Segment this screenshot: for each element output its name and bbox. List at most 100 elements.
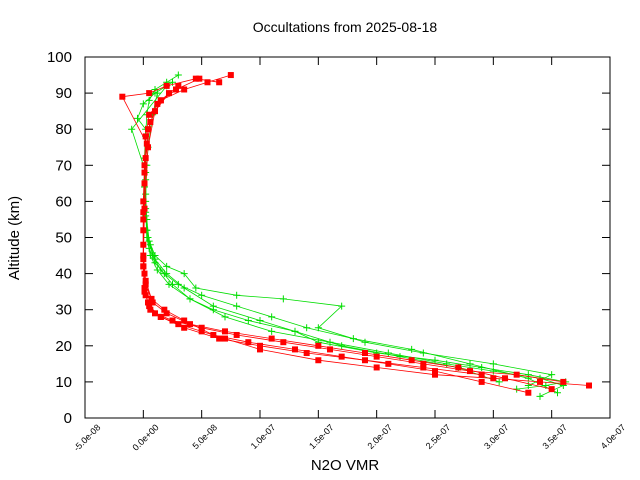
data-point — [175, 321, 182, 328]
data-point — [204, 79, 211, 86]
data-point — [373, 364, 380, 371]
data-point — [222, 335, 228, 342]
data-point — [145, 237, 153, 245]
data-point — [420, 364, 427, 371]
data-point — [537, 378, 543, 385]
data-point — [490, 375, 497, 382]
data-point — [338, 342, 346, 350]
x-tick-label: 5.0e-08 — [190, 422, 219, 451]
data-point — [303, 324, 311, 332]
data-point — [431, 356, 439, 364]
data-point — [291, 327, 299, 335]
profile-line — [137, 81, 565, 397]
data-point — [478, 378, 485, 385]
y-tick-label: 0 — [64, 410, 72, 427]
data-point — [338, 302, 346, 310]
x-tick-label: 3.5e-07 — [540, 422, 569, 451]
data-point — [157, 97, 164, 104]
data-point — [147, 306, 154, 313]
data-point — [408, 357, 415, 364]
data-point — [525, 389, 532, 396]
profile-line — [142, 78, 552, 390]
data-point — [455, 364, 462, 371]
data-point — [222, 328, 228, 335]
profile-line — [142, 92, 482, 376]
data-point — [502, 375, 508, 382]
chart-title: Occultations from 2025-08-18 — [253, 19, 438, 35]
data-point — [149, 299, 156, 306]
data-point — [536, 392, 544, 400]
data-point — [175, 82, 182, 89]
data-point — [157, 313, 164, 320]
data-point — [495, 378, 503, 386]
data-point — [432, 368, 438, 375]
x-tick-label: 0.0e+00 — [130, 422, 160, 452]
profile-line — [142, 85, 529, 394]
y-tick-label: 10 — [55, 374, 72, 391]
data-point — [134, 114, 141, 122]
data-point — [153, 89, 161, 97]
data-point — [146, 303, 153, 310]
data-point — [187, 321, 193, 328]
data-point — [173, 86, 179, 93]
data-point — [146, 252, 154, 260]
data-point — [586, 382, 592, 389]
data-point — [141, 288, 148, 295]
data-point — [548, 371, 556, 379]
data-point — [161, 306, 168, 313]
data-point — [128, 125, 136, 133]
data-point — [513, 371, 520, 378]
data-point — [315, 342, 322, 349]
data-point — [181, 324, 188, 331]
data-point — [362, 350, 368, 357]
data-point — [160, 270, 168, 278]
data-point — [408, 345, 416, 353]
data-point — [141, 162, 148, 169]
data-point — [139, 100, 147, 108]
data-point — [140, 209, 147, 216]
x-tick-label: 2.0e-07 — [365, 422, 394, 451]
data-point — [385, 360, 392, 367]
data-point — [147, 118, 154, 125]
data-point — [221, 313, 229, 321]
data-point — [244, 317, 252, 325]
data-point — [489, 367, 497, 375]
x-tick-label: 3.0e-07 — [482, 422, 511, 451]
data-point — [420, 360, 427, 367]
data-point — [560, 378, 567, 385]
data-point — [216, 79, 223, 86]
data-point — [489, 360, 497, 368]
data-point — [467, 368, 473, 375]
y-tick-label: 30 — [55, 302, 72, 319]
data-point — [303, 350, 310, 357]
data-point — [148, 295, 155, 302]
data-point — [198, 328, 205, 335]
data-point — [146, 111, 153, 118]
x-tick-label: 2.5e-07 — [424, 422, 453, 451]
data-point — [268, 313, 276, 321]
data-point — [174, 71, 182, 79]
data-point — [233, 302, 241, 310]
data-point — [192, 75, 199, 82]
data-point — [181, 317, 188, 324]
profile-line — [142, 74, 590, 386]
data-point — [142, 133, 149, 140]
data-point — [338, 353, 345, 360]
data-point — [362, 357, 368, 364]
x-tick-label: 1.5e-07 — [307, 422, 336, 451]
data-point — [233, 291, 241, 299]
y-tick-label: 20 — [55, 338, 72, 355]
y-tick-label: 60 — [55, 193, 72, 210]
data-point — [163, 310, 170, 317]
data-point — [280, 339, 287, 346]
data-point — [142, 281, 149, 288]
plot-frame — [84, 56, 611, 419]
series-2 — [119, 72, 592, 396]
x-axis-label: N2O VMR — [311, 457, 380, 474]
data-point — [384, 349, 392, 357]
data-point — [548, 386, 555, 393]
y-tick-label: 70 — [55, 157, 72, 174]
data-point — [314, 324, 322, 332]
data-point — [279, 295, 287, 303]
data-point — [524, 382, 532, 390]
